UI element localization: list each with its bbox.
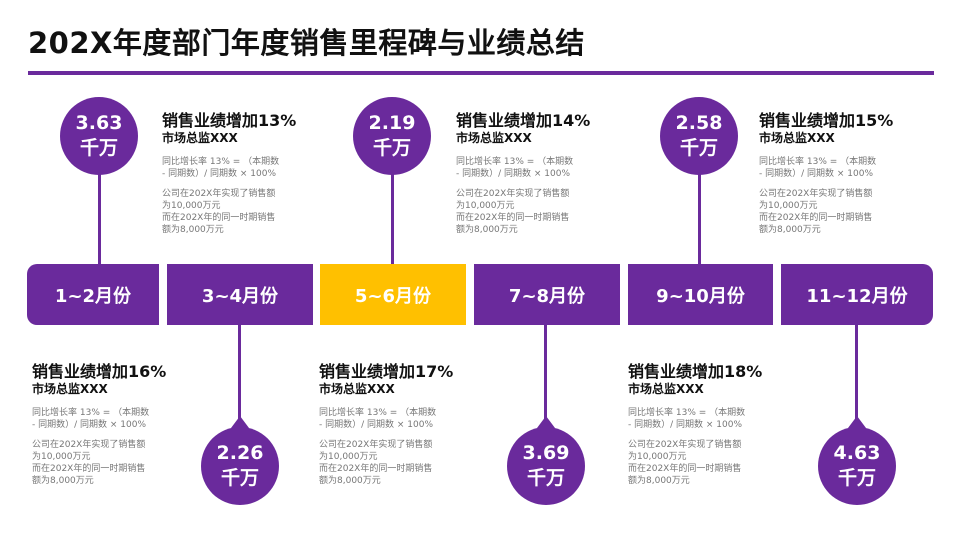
milestone-4-value: 3.69 <box>522 442 570 464</box>
milestone-4-formula: 同比增长率 13% = （本期数 - 同期数）/ 同期数 × 100% <box>319 408 437 430</box>
milestone-2-info: 销售业绩增加16% 市场总监XXX 同比增长率 13% = （本期数 - 同期数… <box>32 362 192 487</box>
period-9-10[interactable]: 9~10月份 <box>628 264 773 325</box>
milestone-2-role: 市场总监XXX <box>32 382 108 396</box>
milestone-5-note: 公司在202X年实现了销售额 为10,000万元 而在202X年的同一时期销售 … <box>759 189 873 235</box>
milestone-4-stem <box>544 325 547 445</box>
milestone-3-role: 市场总监XXX <box>456 131 532 145</box>
milestone-3-heading: 销售业绩增加14% <box>456 111 591 130</box>
milestone-2-unit: 千万 <box>220 467 259 489</box>
milestone-4-pin: 3.69 千万 <box>507 427 585 505</box>
milestone-3-note: 公司在202X年实现了销售额 为10,000万元 而在202X年的同一时期销售 … <box>456 189 570 235</box>
milestone-6-pin-tail <box>848 416 866 428</box>
milestone-4-role: 市场总监XXX <box>319 382 395 396</box>
milestone-5-unit: 千万 <box>679 137 718 159</box>
milestone-2-stem <box>238 325 241 445</box>
milestone-6-unit: 千万 <box>837 467 876 489</box>
period-3-4[interactable]: 3~4月份 <box>167 264 313 325</box>
milestone-4-pin-tail <box>537 416 555 428</box>
milestone-6-info: 销售业绩增加18% 市场总监XXX 同比增长率 13% = （本期数 - 同期数… <box>628 362 788 487</box>
milestone-4-note: 公司在202X年实现了销售额 为10,000万元 而在202X年的同一时期销售 … <box>319 440 433 486</box>
milestone-3-value: 2.19 <box>368 112 416 134</box>
milestone-2-note: 公司在202X年实现了销售额 为10,000万元 而在202X年的同一时期销售 … <box>32 440 146 486</box>
milestone-6-heading: 销售业绩增加18% <box>628 362 763 381</box>
milestone-1-note: 公司在202X年实现了销售额 为10,000万元 而在202X年的同一时期销售 … <box>162 189 276 235</box>
milestone-1-heading: 销售业绩增加13% <box>162 111 297 130</box>
milestone-3-stem <box>391 150 394 264</box>
milestone-2-value: 2.26 <box>216 442 264 464</box>
milestone-5-formula: 同比增长率 13% = （本期数 - 同期数）/ 同期数 × 100% <box>759 157 877 179</box>
milestone-3-unit: 千万 <box>372 137 411 159</box>
milestone-6-note: 公司在202X年实现了销售额 为10,000万元 而在202X年的同一时期销售 … <box>628 440 742 486</box>
milestone-1-pin: 3.63 千万 <box>60 97 138 175</box>
milestone-4-info: 销售业绩增加17% 市场总监XXX 同比增长率 13% = （本期数 - 同期数… <box>319 362 479 487</box>
milestone-6-stem <box>855 325 858 445</box>
milestone-1-unit: 千万 <box>79 137 118 159</box>
period-5-6[interactable]: 5~6月份 <box>320 264 466 325</box>
milestone-6-value: 4.63 <box>833 442 881 464</box>
milestone-4-heading: 销售业绩增加17% <box>319 362 454 381</box>
milestone-6-pin: 4.63 千万 <box>818 427 896 505</box>
milestone-2-formula: 同比增长率 13% = （本期数 - 同期数）/ 同期数 × 100% <box>32 408 150 430</box>
milestone-1-value: 3.63 <box>75 112 123 134</box>
title-divider <box>28 71 934 75</box>
milestone-5-heading: 销售业绩增加15% <box>759 111 894 130</box>
milestone-5-value: 2.58 <box>675 112 723 134</box>
period-11-12[interactable]: 11~12月份 <box>781 264 933 325</box>
period-1-2[interactable]: 1~2月份 <box>27 264 159 325</box>
milestone-4-unit: 千万 <box>526 467 565 489</box>
milestone-2-heading: 销售业绩增加16% <box>32 362 167 381</box>
milestone-6-formula: 同比增长率 13% = （本期数 - 同期数）/ 同期数 × 100% <box>628 408 746 430</box>
milestone-2-pin: 2.26 千万 <box>201 427 279 505</box>
milestone-5-role: 市场总监XXX <box>759 131 835 145</box>
milestone-1-formula: 同比增长率 13% = （本期数 - 同期数）/ 同期数 × 100% <box>162 157 280 179</box>
milestone-3-pin: 2.19 千万 <box>353 97 431 175</box>
milestone-2-pin-tail <box>231 416 249 428</box>
milestone-1-stem <box>98 150 101 264</box>
milestone-3-formula: 同比增长率 13% = （本期数 - 同期数）/ 同期数 × 100% <box>456 157 574 179</box>
page-title: 202X年度部门年度销售里程碑与业绩总结 <box>28 26 585 60</box>
period-7-8[interactable]: 7~8月份 <box>474 264 620 325</box>
milestone-1-info: 销售业绩增加13% 市场总监XXX 同比增长率 13% = （本期数 - 同期数… <box>162 111 322 236</box>
milestone-5-pin: 2.58 千万 <box>660 97 738 175</box>
milestone-3-info: 销售业绩增加14% 市场总监XXX 同比增长率 13% = （本期数 - 同期数… <box>456 111 616 236</box>
milestone-5-info: 销售业绩增加15% 市场总监XXX 同比增长率 13% = （本期数 - 同期数… <box>759 111 919 236</box>
milestone-6-role: 市场总监XXX <box>628 382 704 396</box>
milestone-1-role: 市场总监XXX <box>162 131 238 145</box>
milestone-5-stem <box>698 150 701 264</box>
